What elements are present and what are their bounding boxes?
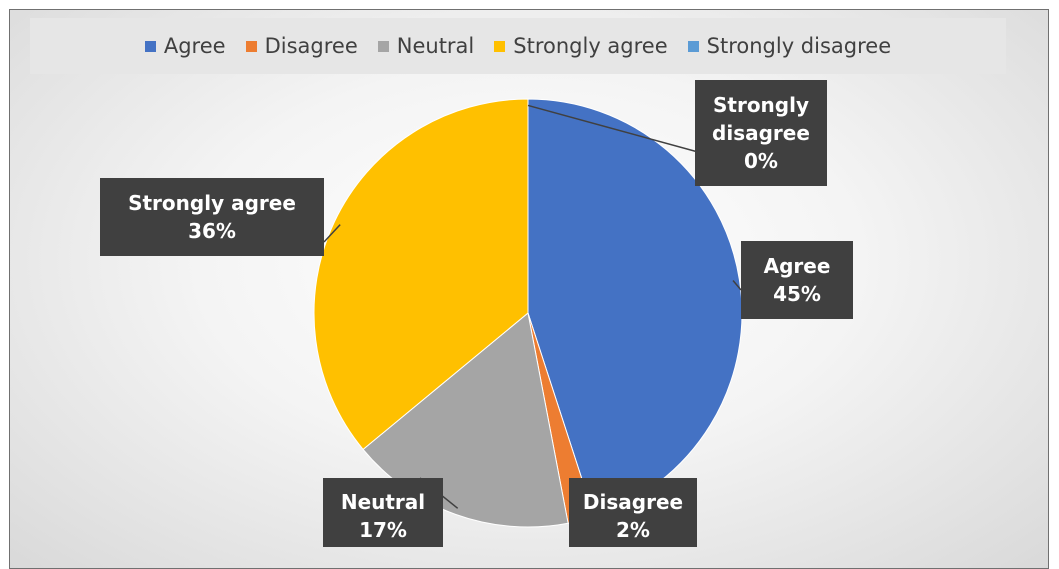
data-label-text-disagree: Disagree <box>583 490 683 514</box>
data-label-percent-neutral: 17% <box>359 518 407 542</box>
data-label-percent-disagree: 2% <box>616 518 650 542</box>
data-label-box-agree <box>741 241 853 319</box>
data-label-text-strongly-disagree: Strongly <box>713 93 809 117</box>
data-label-strongly-agree: Strongly agree 36% <box>100 178 340 256</box>
data-label-percent-strongly-disagree: 0% <box>744 149 778 173</box>
data-label-disagree: Disagree 2% <box>569 478 697 547</box>
data-label-neutral: Neutral 17% <box>323 478 458 547</box>
data-label-text-agree: Agree <box>764 254 831 278</box>
data-label-agree: Agree 45% <box>733 241 853 319</box>
data-label-text-strongly-agree: Strongly agree <box>128 191 296 215</box>
data-label-text-strongly-disagree: disagree <box>712 121 810 145</box>
data-label-text-neutral: Neutral <box>341 490 425 514</box>
data-label-percent-agree: 45% <box>773 282 821 306</box>
data-label-box-strongly-agree <box>100 178 324 256</box>
pie-chart: Agree 45% Disagree 2% Neutral 17% Strongly agr… <box>0 0 1059 547</box>
data-label-percent-strongly-agree: 36% <box>188 219 236 243</box>
